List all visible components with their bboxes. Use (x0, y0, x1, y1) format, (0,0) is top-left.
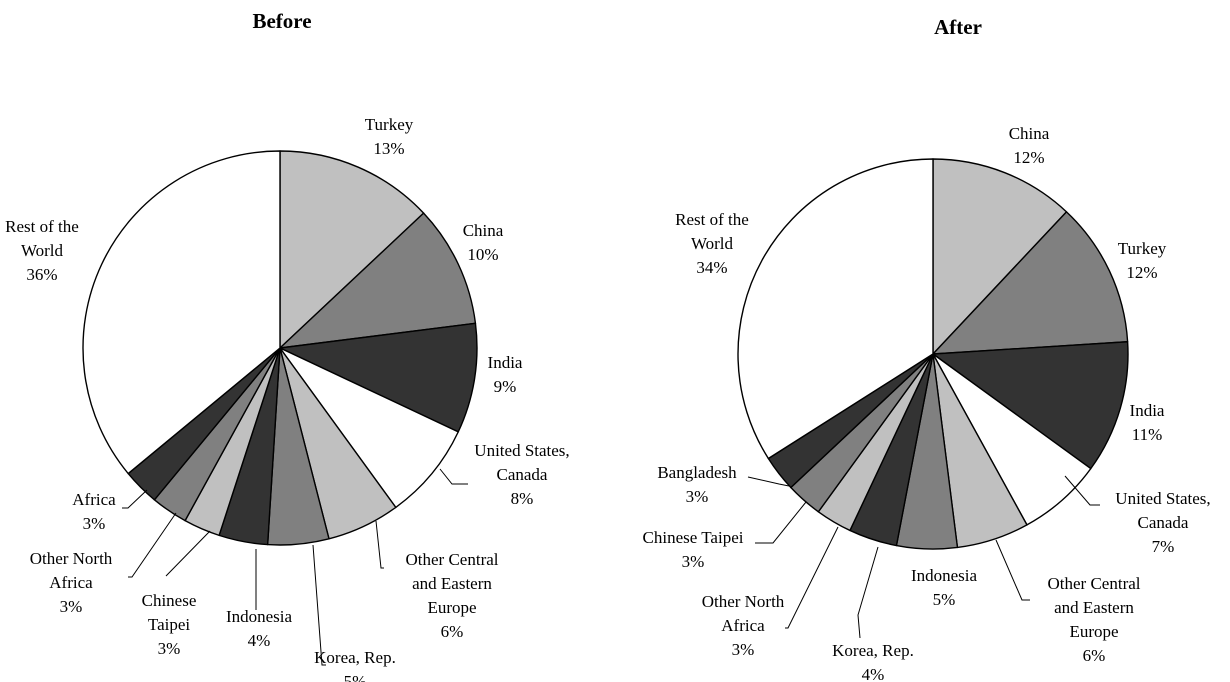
slice-name-label: Bangladesh (657, 463, 737, 482)
slice-percent-label: 10% (467, 245, 498, 264)
slice-percent-label: 3% (83, 514, 106, 533)
slice-percent-label: 3% (158, 639, 181, 658)
leader-line (995, 539, 1030, 601)
leader-line (165, 530, 211, 577)
slice-percent-label: 7% (1152, 537, 1175, 556)
leader-line (857, 546, 879, 639)
slice-name-label: India (1130, 401, 1165, 420)
slice-name-label: China (463, 221, 504, 240)
slice-name-label: and Eastern (412, 574, 492, 593)
slice-name-label: and Eastern (1054, 598, 1134, 617)
slice-percent-label: 3% (732, 640, 755, 659)
slice-percent-label: 8% (511, 489, 534, 508)
slice-name-label: Rest of the (5, 217, 79, 236)
slice-percent-label: 13% (373, 139, 404, 158)
slice-name-label: Other Central (1048, 574, 1141, 593)
slice-name-label: Other Central (406, 550, 499, 569)
slice-name-label: Europe (1069, 622, 1118, 641)
pie-slice (279, 212, 477, 349)
slice-name-label: Chinese Taipei (643, 528, 744, 547)
leader-line (755, 501, 807, 544)
slice-percent-label: 3% (682, 552, 705, 571)
leader-line (747, 476, 790, 487)
slice-name-label: Rest of the (675, 210, 749, 229)
slice-name-label: Indonesia (911, 566, 978, 585)
slice-name-label: China (1009, 124, 1050, 143)
chart-title-after: After (934, 15, 982, 39)
slice-percent-label: 3% (60, 597, 83, 616)
slice-percent-label: 4% (248, 631, 271, 650)
slice-name-label: Turkey (1118, 239, 1167, 258)
slice-name-label: Canada (1138, 513, 1189, 532)
slice-name-label: India (488, 353, 523, 372)
slice-name-label: Africa (49, 573, 93, 592)
slice-name-label: World (21, 241, 64, 260)
slice-percent-label: 12% (1013, 148, 1044, 167)
slice-percent-label: 5% (933, 590, 956, 609)
pie-slice (932, 211, 1129, 355)
slice-name-label: United States, (1115, 489, 1210, 508)
leader-line (375, 520, 384, 569)
slice-name-label: Other North (30, 549, 113, 568)
slice-name-label: Europe (427, 598, 476, 617)
slice-name-label: Africa (721, 616, 765, 635)
chart-title-before: Before (252, 9, 311, 33)
pie-slice (932, 158, 1068, 355)
pie-slice (279, 322, 478, 433)
slice-name-label: Canada (497, 465, 548, 484)
slice-name-label: Taipei (148, 615, 191, 634)
slice-name-label: Korea, Rep. (832, 641, 914, 660)
leader-line (122, 489, 148, 509)
slice-percent-label: 6% (1083, 646, 1106, 665)
slice-name-label: Korea, Rep. (314, 648, 396, 667)
slice-name-label: Turkey (365, 115, 414, 134)
slice-percent-label: 3% (686, 487, 709, 506)
slice-name-label: World (691, 234, 734, 253)
slice-percent-label: 9% (494, 377, 517, 396)
pie-before: Turkey 13% China 10% India 9% United States, Ca… (5, 115, 570, 682)
slice-name-label: Chinese (142, 591, 197, 610)
pie-slice (82, 150, 281, 475)
leader-line (128, 512, 177, 578)
leader-line (785, 526, 839, 629)
leader-line (312, 544, 326, 666)
leader-line (439, 468, 468, 485)
slice-percent-label: 36% (26, 265, 57, 284)
pie-slice (932, 341, 1129, 470)
slice-name-label: United States, (474, 441, 569, 460)
pie-slice (737, 158, 934, 460)
slice-name-label: Other North (702, 592, 785, 611)
slice-name-label: Africa (72, 490, 116, 509)
slice-percent-label: 5% (344, 672, 367, 682)
pie-after: China 12% Turkey 12% India 11% United States, C… (643, 124, 1211, 682)
slice-percent-label: 12% (1126, 263, 1157, 282)
slice-name-label: Indonesia (226, 607, 293, 626)
slice-percent-label: 11% (1132, 425, 1163, 444)
slice-percent-label: 4% (862, 665, 885, 682)
slice-percent-label: 6% (441, 622, 464, 641)
leader-line (1064, 475, 1100, 506)
slice-percent-label: 34% (696, 258, 727, 277)
pie-slice (279, 347, 459, 509)
pie-slice (279, 150, 425, 349)
